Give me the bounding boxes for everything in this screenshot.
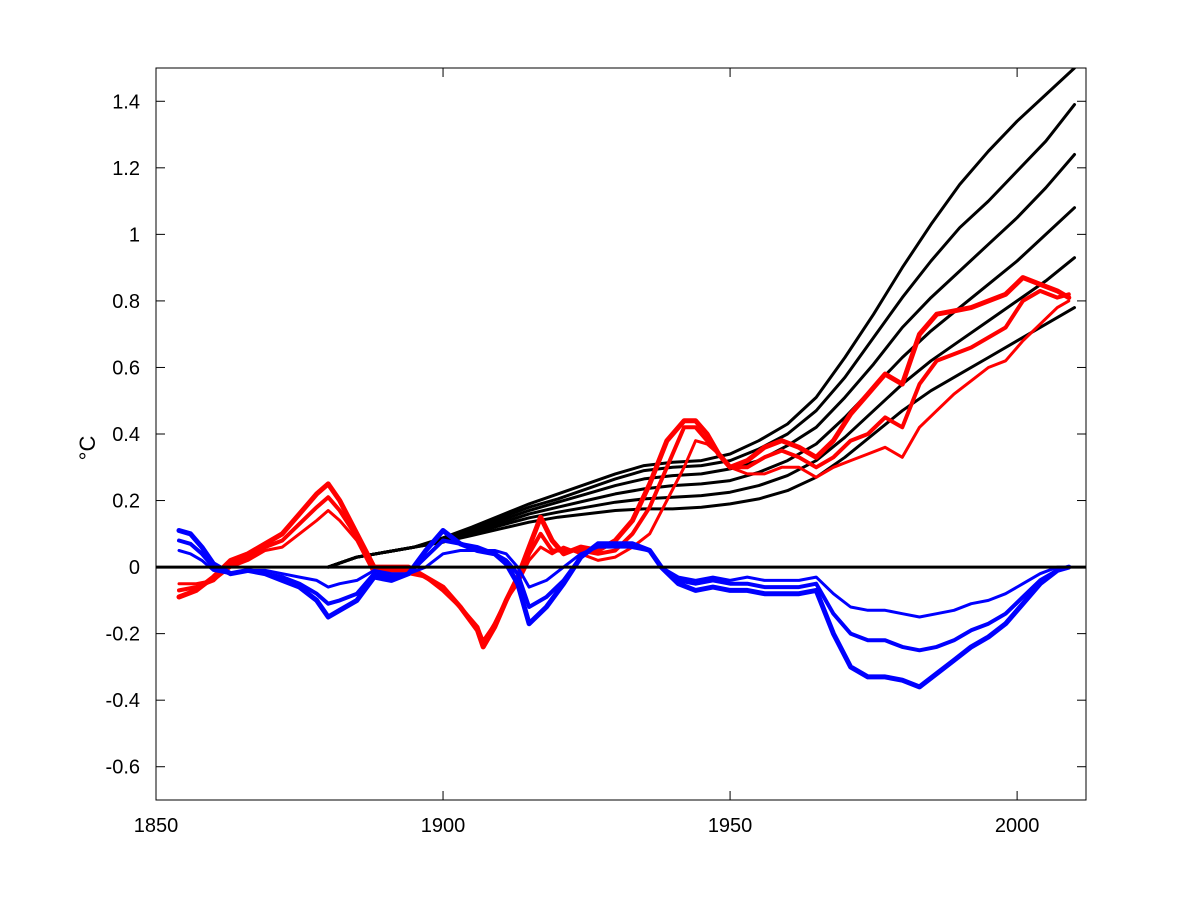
x-tick-label: 1850	[134, 815, 179, 837]
y-tick-label: 0.8	[112, 291, 140, 313]
y-tick-label: 1.2	[112, 158, 140, 180]
y-tick-label: 1	[129, 224, 140, 246]
y-tick-label: 0	[129, 557, 140, 579]
series-layer	[176, 68, 1076, 690]
y-axis-label: °C	[75, 436, 100, 461]
series-line-blue-11	[176, 528, 1072, 690]
series-line-red-7	[177, 288, 1071, 646]
y-tick-label: -0.2	[106, 624, 140, 646]
y-tick-label: -0.4	[106, 690, 140, 712]
series-line-red-6	[177, 299, 1071, 642]
y-tick-label: 0.4	[112, 424, 140, 446]
series-line-blue-9	[177, 545, 1071, 619]
plot-frame	[155, 67, 1087, 801]
y-tick-label: 1.4	[112, 91, 140, 113]
series-line-black-5	[326, 68, 1076, 569]
x-tick-label: 2000	[995, 815, 1040, 837]
y-tick-label: 0.6	[112, 357, 140, 379]
y-tick-label: -0.6	[106, 757, 140, 779]
y-tick-label: 0.2	[112, 491, 140, 513]
tick-layer: 1850 1900 1950 2000 -0.6 -0.4 -0.2 0 0.2 0.4 0.6 0.…	[106, 68, 1086, 837]
x-tick-label: 1950	[708, 815, 753, 837]
x-tick-label: 1900	[421, 815, 466, 837]
